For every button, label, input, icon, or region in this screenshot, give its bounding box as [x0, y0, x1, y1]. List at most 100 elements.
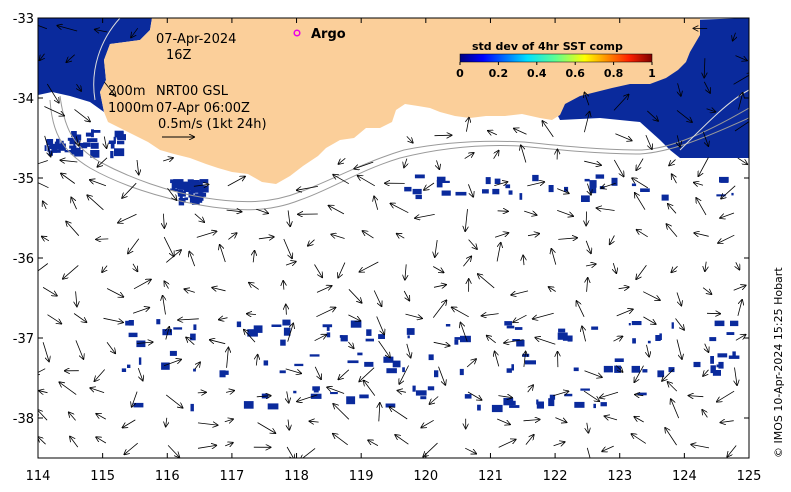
sst-speck: [54, 141, 57, 146]
sst-speck: [516, 339, 525, 347]
current-vector: [348, 314, 360, 321]
current-vector: [495, 352, 500, 367]
sst-speck: [632, 338, 636, 344]
current-vector: [247, 314, 257, 315]
current-vector: [662, 368, 675, 381]
sst-speck: [310, 393, 322, 399]
sst-speck: [114, 148, 125, 157]
current-vector: [524, 211, 536, 215]
sst-speck: [412, 385, 416, 392]
current-vector: [96, 437, 107, 444]
sst-speck: [506, 368, 512, 373]
sst-speck: [198, 190, 203, 199]
current-vector: [358, 176, 376, 187]
current-vector: [73, 313, 86, 323]
current-vector: [733, 286, 746, 291]
current-vector: [720, 212, 735, 218]
x-tick-label: 120: [413, 469, 438, 484]
y-tick-label: -38: [13, 412, 34, 427]
current-vector: [676, 110, 692, 122]
current-vector: [605, 416, 618, 420]
sst-speck: [726, 332, 735, 335]
current-vector: [584, 160, 601, 165]
current-vector: [586, 211, 587, 226]
current-vector: [405, 264, 406, 279]
colorbar-ticks: 0 0.2 0.4 0.6 0.8 1: [456, 62, 656, 80]
sst-speck: [412, 188, 422, 195]
current-vector: [77, 83, 82, 91]
sst-speck: [294, 363, 304, 367]
sst-speck: [631, 321, 642, 326]
current-vector: [38, 368, 46, 375]
sst-speck: [253, 325, 263, 333]
current-vector: [433, 342, 450, 345]
sst-speck: [671, 322, 674, 329]
sst-speck: [420, 396, 427, 400]
current-vector: [691, 445, 710, 448]
sst-speck: [326, 332, 331, 338]
current-vector: [38, 410, 48, 421]
current-vector: [373, 290, 381, 307]
sst-speck: [710, 356, 714, 364]
current-vector: [103, 317, 123, 322]
sst-speck: [631, 183, 637, 187]
current-vector: [498, 440, 516, 448]
current-vector: [497, 211, 508, 212]
sst-speck: [427, 386, 435, 391]
current-vector: [316, 308, 335, 318]
current-vector: [132, 391, 138, 407]
x-tick-label: 122: [543, 469, 568, 484]
sst-speck: [732, 351, 736, 359]
current-vector: [438, 366, 446, 385]
sst-speck: [580, 388, 590, 391]
current-vector: [46, 83, 59, 103]
current-vector: [705, 261, 706, 271]
current-vector: [514, 129, 527, 135]
current-vector: [258, 237, 274, 239]
current-vector: [583, 390, 599, 401]
current-vector: [137, 159, 139, 174]
current-vector: [63, 265, 79, 278]
sst-speck: [482, 189, 489, 194]
sst-speck: [113, 136, 116, 144]
current-vector: [163, 213, 164, 228]
current-vector: [106, 288, 123, 297]
current-vector: [338, 262, 346, 278]
current-vector: [76, 291, 77, 306]
sst-speck: [657, 370, 665, 378]
colorbar-title: std dev of 4hr SST comp: [472, 40, 623, 53]
sst-speck: [173, 179, 184, 183]
sst-speck: [181, 198, 186, 203]
sst-speck: [60, 140, 64, 147]
current-vector: [131, 27, 139, 37]
sst-speck: [330, 392, 338, 395]
sst-speck: [428, 354, 434, 361]
current-vector: [331, 234, 345, 239]
current-vector: [167, 445, 179, 457]
sst-speck: [189, 195, 197, 203]
sst-speck: [402, 367, 405, 373]
sst-speck: [190, 333, 196, 341]
sst-speck: [67, 137, 76, 141]
current-vector: [124, 442, 138, 454]
sst-speck: [133, 402, 144, 408]
sst-speck: [436, 176, 446, 182]
current-vector: [96, 414, 106, 420]
current-vector: [166, 250, 181, 263]
current-vector: [133, 280, 151, 290]
current-vector: [430, 396, 439, 405]
sst-speck: [188, 190, 194, 198]
current-vector: [406, 136, 413, 142]
sst-speck: [441, 180, 450, 183]
current-vector: [90, 388, 105, 393]
current-vector: [527, 385, 533, 393]
current-vector: [95, 369, 106, 382]
sst-speck: [485, 177, 491, 185]
x-tick-label: 114: [26, 469, 51, 484]
sst-speck: [44, 145, 47, 151]
current-vector: [197, 445, 216, 448]
current-vector: [165, 394, 182, 408]
current-vector: [166, 327, 169, 340]
sst-speck: [236, 321, 242, 328]
current-vector: [38, 182, 49, 189]
